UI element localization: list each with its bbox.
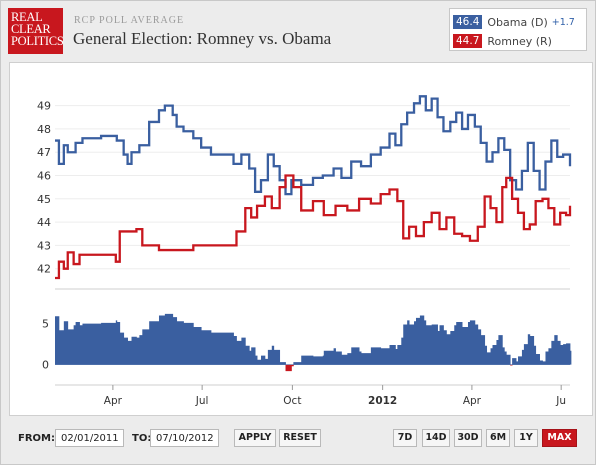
to-label: TO: xyxy=(132,433,152,444)
romney-series-line xyxy=(55,174,572,280)
main-y-tick-label: 49 xyxy=(37,100,51,113)
reset-button[interactable]: RESET xyxy=(279,429,321,447)
from-label: FROM: xyxy=(18,433,55,444)
spread-y-tick-label: 0 xyxy=(42,359,49,372)
range-max-button[interactable]: MAX xyxy=(542,429,577,447)
legend-name: Romney (R) xyxy=(487,34,552,48)
main-y-tick-label: 43 xyxy=(37,239,51,252)
x-tick-label: Oct xyxy=(283,395,301,407)
spread-y-tick-label: 5 xyxy=(42,318,49,331)
range-14d-button[interactable]: 14D xyxy=(422,429,450,447)
x-tick-label: Jul xyxy=(195,395,209,407)
x-tick-label: 2012 xyxy=(368,395,397,407)
x-tick-label: Apr xyxy=(104,395,123,407)
from-date-input[interactable] xyxy=(55,429,124,447)
legend-value: 46.4 xyxy=(453,15,483,29)
chart-legend: 46.4 Obama (D) +1.7 44.7 Romney (R) xyxy=(449,8,587,51)
legend-name: Obama (D) xyxy=(487,15,548,29)
x-tick-label: Apr xyxy=(463,395,482,407)
apply-button[interactable]: APPLY xyxy=(234,429,276,447)
spread-area-negative xyxy=(285,364,513,372)
chart-kicker: RCP POLL AVERAGE xyxy=(74,15,185,26)
date-controls: FROM: TO: APPLY RESET 7D 14D 30D 6M 1Y M… xyxy=(9,421,593,461)
spread-area-positive xyxy=(55,313,572,365)
main-y-tick-label: 48 xyxy=(37,123,51,136)
legend-change: +1.7 xyxy=(551,16,575,28)
obama-series-line xyxy=(55,95,572,196)
main-y-tick-label: 45 xyxy=(37,193,51,206)
rcp-logo[interactable]: REAL CLEAR POLITICS xyxy=(8,8,64,54)
x-tick-label: Ju xyxy=(555,395,566,407)
range-1y-button[interactable]: 1Y xyxy=(514,429,538,447)
range-30d-button[interactable]: 30D xyxy=(454,429,482,447)
legend-value: 44.7 xyxy=(453,34,483,48)
main-y-tick-label: 44 xyxy=(37,216,51,229)
logo-line: CLEAR xyxy=(11,22,51,36)
main-y-tick-label: 47 xyxy=(37,146,51,159)
main-y-tick-label: 46 xyxy=(37,170,51,183)
chart-area: 42 43 44 45 46 47 48 49 0 5 Apr Jul Oct 2012 Apr Ju xyxy=(9,62,593,416)
range-7d-button[interactable]: 7D xyxy=(393,429,417,447)
logo-line: REAL xyxy=(11,10,43,24)
main-y-tick-label: 42 xyxy=(37,263,51,276)
logo-line: POLITICS xyxy=(11,34,64,48)
range-6m-button[interactable]: 6M xyxy=(486,429,510,447)
chart-title: General Election: Romney vs. Obama xyxy=(73,29,332,48)
legend-item-obama[interactable]: 46.4 Obama (D) +1.7 xyxy=(453,14,575,30)
poll-chart[interactable]: 42 43 44 45 46 47 48 49 0 5 Apr Jul Oct 2012 Apr Ju xyxy=(10,63,592,415)
legend-item-romney[interactable]: 44.7 Romney (R) xyxy=(453,33,552,49)
to-date-input[interactable] xyxy=(150,429,219,447)
